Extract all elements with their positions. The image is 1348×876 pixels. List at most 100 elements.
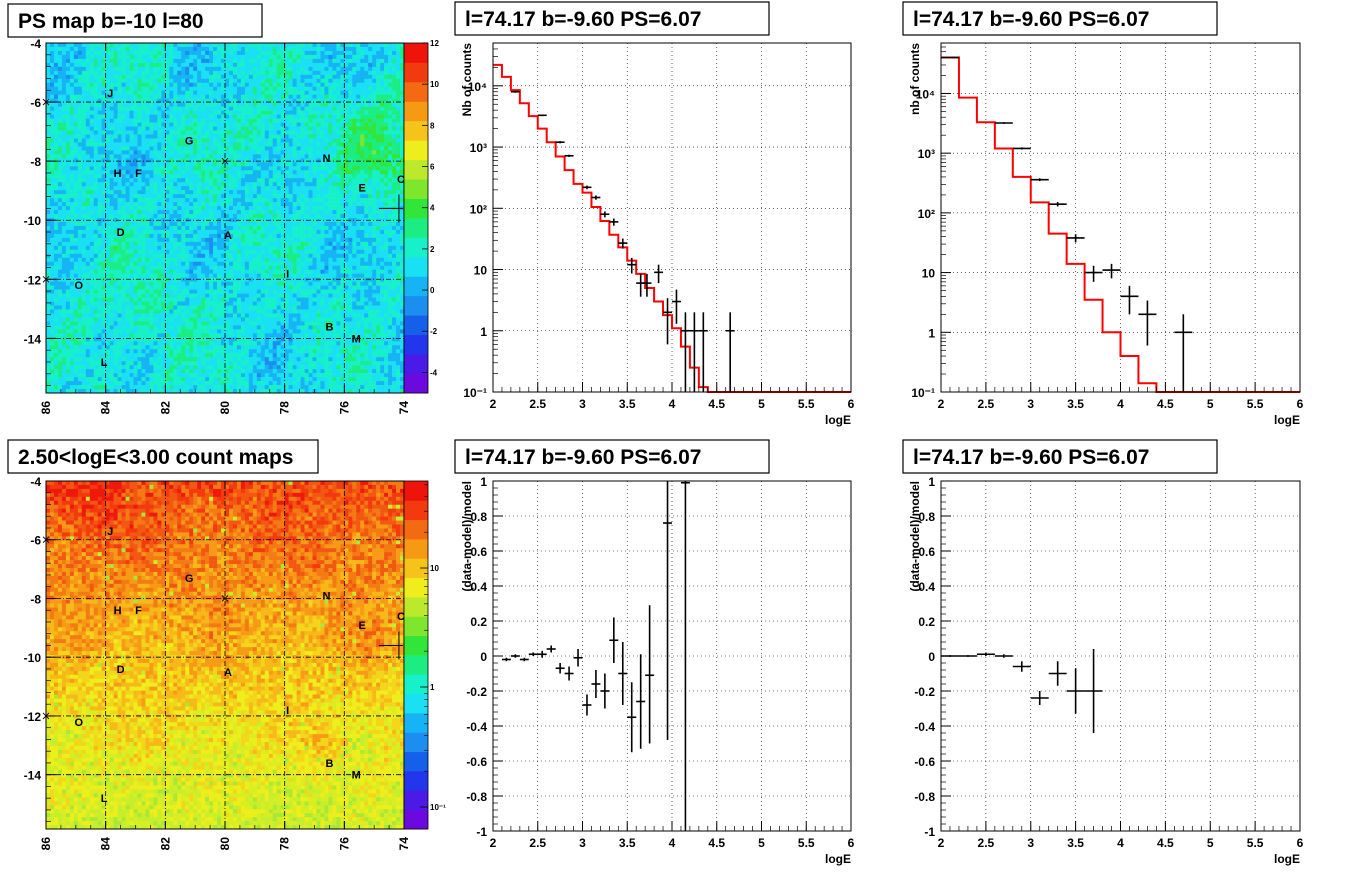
source-label-E: E [359, 620, 366, 632]
chart-title: l=74.17 b=-9.60 PS=6.07 [465, 8, 701, 31]
source-label-D: D [117, 227, 125, 239]
x-tick-label: 5.5 [1247, 836, 1264, 850]
data-point [609, 218, 619, 226]
data-point [600, 211, 610, 218]
source-label-A: A [224, 667, 232, 679]
title-box [7, 439, 319, 474]
source-label-D: D [117, 664, 125, 676]
x-tick-label: 5.5 [798, 397, 815, 411]
colorbar-tick-label: 10⁻¹ [430, 803, 446, 812]
data-point [1084, 649, 1103, 733]
data-point [555, 663, 565, 674]
x-tick-label: 3.5 [619, 397, 636, 411]
x-tick-label: 6 [1297, 397, 1304, 411]
data-point [537, 650, 547, 658]
x-tick-label: 74 [397, 837, 411, 851]
colorbar-band [404, 120, 428, 141]
data-point [573, 649, 583, 667]
colorbar-band [404, 713, 428, 733]
x-tick-label: 84 [99, 837, 113, 851]
source-label-E: E [359, 183, 366, 195]
colorbar-band [404, 198, 428, 219]
y-tick-label: -6 [30, 534, 41, 548]
source-label-C: C [397, 611, 405, 623]
x-tick-label: 2 [938, 397, 945, 411]
data-point [591, 670, 601, 698]
colorbar-band [404, 635, 428, 656]
y-axis-label: (data-model)/model [460, 481, 474, 592]
data-point [627, 257, 637, 274]
x-tick-label: 2.5 [978, 397, 995, 411]
colorbar-frame [403, 480, 429, 830]
x-tick-label: 5 [758, 836, 765, 850]
resid2-chart: 2 2.5 3 3.5 4 4.5 5 5.5 6 -1 -0.8 -0.6 -0.4 -0.2 0 0.2 0… [902, 439, 1304, 866]
colorbar-band [404, 674, 428, 695]
colorbar-band [404, 218, 428, 238]
chart-title: PS map b=-10 l=80 [18, 10, 204, 33]
colorbar-band [404, 334, 428, 355]
colorbar-band [404, 62, 428, 83]
colorbar-band [404, 256, 428, 277]
x-axis-label: logE [1274, 852, 1300, 866]
data-point [645, 605, 655, 744]
x-tick-label: 5 [1207, 397, 1214, 411]
source-label-B: B [325, 322, 333, 334]
y-tick-label: -4 [30, 37, 41, 51]
y-tick-label: 1 [928, 326, 935, 340]
chart-title: l=74.17 b=-9.60 PS=6.07 [913, 446, 1149, 469]
colorbar-band [404, 354, 428, 374]
data-point [680, 312, 690, 392]
data-point [994, 654, 1013, 658]
model-histogram [941, 56, 1300, 393]
source-label-I: I [286, 705, 289, 717]
y-axis-label: (data-model)/model [908, 481, 922, 592]
y-tick-label: 0 [480, 650, 487, 664]
x-tick-label: 74 [397, 401, 411, 415]
title-box [454, 1, 770, 36]
x-tick-label: 2 [490, 397, 497, 411]
x-tick-label: 6 [1297, 836, 1304, 850]
heatmap-cells [46, 481, 405, 830]
data-point [1174, 314, 1193, 392]
data-point [1012, 147, 1031, 150]
y-tick-label: -12 [24, 710, 42, 724]
x-tick-label: 4.5 [1157, 836, 1174, 850]
y-tick-label: -10 [24, 651, 42, 665]
y-tick-label: -0.8 [466, 790, 487, 804]
colorbar-band [404, 295, 428, 316]
y-tick-label: 10² [918, 207, 935, 221]
source-label-M: M [352, 333, 361, 345]
colorbar-band [404, 771, 428, 791]
y-tick-label: -0.2 [914, 685, 935, 699]
y-tick-label: -0.6 [914, 755, 935, 769]
data-point [1048, 661, 1067, 686]
source-label-M: M [352, 770, 361, 782]
x-tick-label: 80 [218, 837, 232, 851]
data-point [958, 655, 977, 657]
title-box [454, 439, 770, 474]
data-point [564, 154, 574, 157]
data-point [1030, 178, 1049, 182]
y-tick-label: 1 [480, 475, 487, 489]
source-label-I: I [286, 268, 289, 280]
chart-title: l=74.17 b=-9.60 PS=6.07 [465, 446, 701, 469]
data-point [582, 694, 592, 716]
x-tick-label: 78 [278, 837, 292, 851]
x-tick-label: 4.5 [708, 836, 725, 850]
colorbar-tick-label: 10 [430, 564, 439, 573]
data-point [725, 312, 735, 392]
source-label-A: A [224, 230, 232, 242]
colorbar-band [404, 519, 428, 540]
x-tick-label: 3.5 [619, 836, 636, 850]
colorbar-band [404, 101, 428, 122]
x-tick-label: 3.5 [1067, 836, 1084, 850]
data-point [1012, 661, 1031, 672]
source-label-L: L [101, 793, 108, 805]
colorbar-band [404, 732, 428, 753]
data-points [501, 481, 690, 831]
grid-marker [221, 595, 229, 602]
y-tick-label: -1 [924, 825, 935, 839]
y-tick-label: 1 [480, 325, 487, 339]
source-label-B: B [325, 758, 333, 770]
